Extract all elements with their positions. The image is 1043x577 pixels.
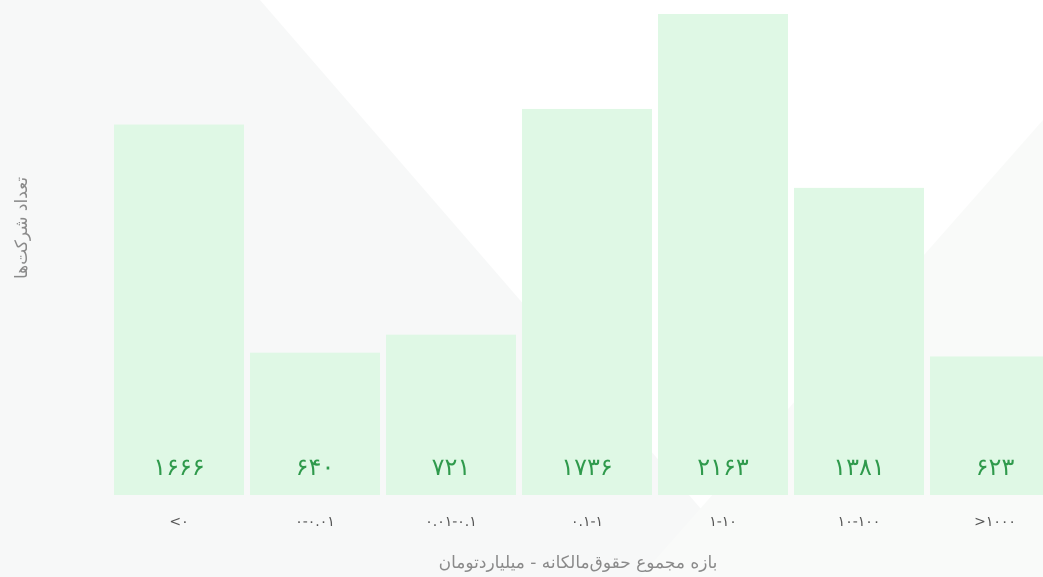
value-label: ۱۶۶۶ <box>153 453 205 481</box>
value-label: ۲۱۶۳ <box>697 453 749 481</box>
value-label: ۷۲۱ <box>432 453 471 481</box>
x-tick-label: ۰.۱-۱ <box>571 514 603 530</box>
bar <box>930 356 1043 495</box>
bar <box>386 334 516 495</box>
bar <box>794 187 924 495</box>
value-label: ۶۴۰ <box>296 453 335 481</box>
x-tick-label: >۱۰۰۰ <box>974 514 1016 530</box>
bar <box>522 108 652 496</box>
x-tick-label: <۰ <box>169 514 188 530</box>
x-tick-label: ۰-۰.۰۱ <box>295 514 335 530</box>
value-label: ۱۳۸۱ <box>833 453 885 481</box>
x-tick-label: ۱۰-۱۰۰ <box>838 514 881 530</box>
bar <box>658 14 788 495</box>
x-axis-title: بازه مجموع حقوق‌مالکانه - میلیاردتومان <box>439 553 718 573</box>
bar <box>114 124 244 496</box>
x-tick-label: ۱-۱۰ <box>709 514 737 530</box>
y-axis-title: تعداد شرکت‌ها <box>12 177 32 279</box>
x-tick-label: ۰.۰۱-۰.۱ <box>425 514 477 530</box>
value-label: ۶۲۳ <box>976 453 1015 481</box>
bar <box>250 352 380 495</box>
value-label: ۱۷۳۶ <box>561 453 613 481</box>
